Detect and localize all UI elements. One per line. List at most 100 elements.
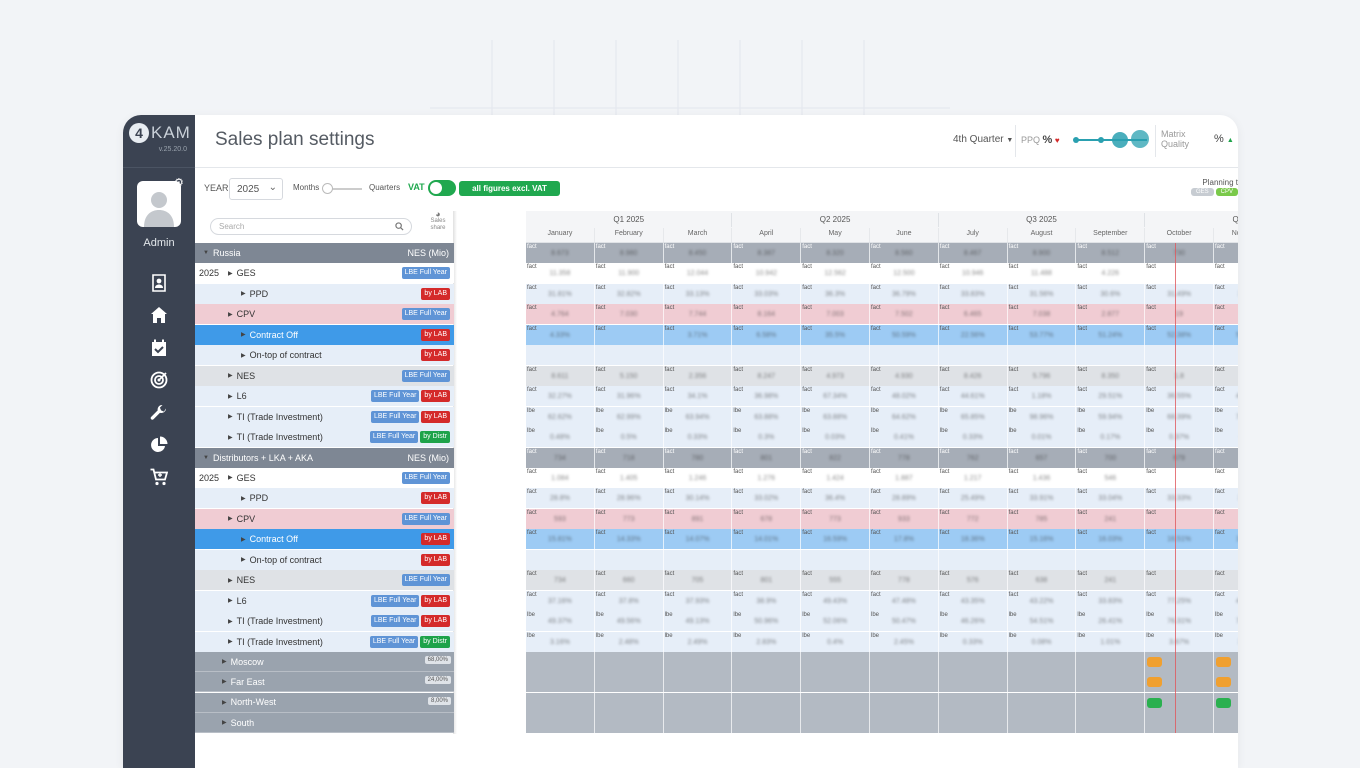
- data-cell[interactable]: lbe 0.41%: [870, 427, 939, 448]
- data-cell[interactable]: [1007, 713, 1077, 734]
- data-cell[interactable]: [801, 652, 870, 672]
- row-label[interactable]: ▶ South: [195, 713, 454, 734]
- data-cell[interactable]: fact 679: [1145, 447, 1214, 468]
- data-cell[interactable]: fact 778: [870, 570, 939, 591]
- month-header-cell[interactable]: September: [1076, 228, 1146, 242]
- data-cell[interactable]: fact 1.084: [526, 467, 595, 488]
- data-cell[interactable]: lbe 50.96%: [732, 611, 802, 632]
- lbe-tag[interactable]: LBE Full Year: [371, 615, 420, 628]
- data-cell[interactable]: [801, 672, 870, 693]
- distr-tag[interactable]: by Distr: [420, 431, 450, 444]
- data-cell[interactable]: [1007, 345, 1077, 366]
- caret-right-icon[interactable]: ▶: [241, 291, 246, 298]
- data-cell[interactable]: fact 7.502: [870, 304, 939, 325]
- data-cell[interactable]: fact 30.6%: [1076, 283, 1146, 304]
- data-cell[interactable]: lbe 0.3%: [732, 427, 802, 448]
- contacts-icon[interactable]: [149, 273, 169, 293]
- distr-tag[interactable]: by Distr: [420, 635, 450, 648]
- data-cell[interactable]: [732, 713, 802, 734]
- caret-right-icon[interactable]: ▶: [228, 475, 233, 482]
- row-label[interactable]: ▶ PPD by LAB: [195, 283, 454, 304]
- lbe-tag[interactable]: LBE Full Year: [371, 410, 420, 423]
- data-cell[interactable]: fact 11.900: [594, 263, 664, 284]
- ppq-slider-track[interactable]: [1075, 139, 1147, 141]
- data-cell[interactable]: fact 8.512: [1076, 243, 1146, 263]
- data-cell[interactable]: lbe 1.01%: [1076, 631, 1146, 652]
- data-cell[interactable]: fact 7.744: [663, 304, 733, 325]
- data-cell[interactable]: [1076, 652, 1146, 672]
- data-cell[interactable]: [1007, 672, 1077, 693]
- data-cell[interactable]: lbe 0.4%: [801, 631, 870, 652]
- caret-right-icon[interactable]: ▶: [222, 720, 227, 727]
- data-cell[interactable]: fact 1.246: [663, 467, 733, 488]
- data-cell[interactable]: fact 12.044: [663, 263, 733, 284]
- data-cell[interactable]: [526, 345, 595, 366]
- data-cell[interactable]: lbe 0.37%: [1145, 427, 1214, 448]
- data-cell[interactable]: fact 1.18%: [1007, 386, 1077, 407]
- data-cell[interactable]: fact 33.04%: [1076, 488, 1146, 509]
- data-cell[interactable]: fact 44.61%: [938, 386, 1008, 407]
- data-cell[interactable]: [594, 672, 664, 693]
- row-label[interactable]: ▶ On-top of contract by LAB: [195, 345, 454, 366]
- data-cell[interactable]: fact 33.13%: [663, 283, 733, 304]
- data-cell[interactable]: fact 31.49%: [1145, 283, 1214, 304]
- sales-share-header[interactable]: ◕ Sales share: [422, 210, 454, 232]
- section-row[interactable]: ▼ Russia NES (Mio) fact 8.673 fact 8.980 fact 8.…: [195, 243, 1238, 263]
- lab-tag[interactable]: by LAB: [421, 328, 450, 341]
- data-cell[interactable]: fact 28.96%: [594, 488, 664, 509]
- data-cell[interactable]: fact 36.55%: [1145, 386, 1214, 407]
- year-select[interactable]: 2025 ⌄: [229, 178, 283, 200]
- data-cell[interactable]: fact 4.973: [801, 365, 870, 386]
- data-cell[interactable]: fact 8.164: [732, 304, 802, 325]
- data-cell[interactable]: lbe78.34%: [1214, 611, 1238, 632]
- data-cell[interactable]: lbe 62.62%: [526, 406, 595, 427]
- data-cell[interactable]: fact 37.93%: [663, 590, 733, 611]
- data-cell[interactable]: fact 28.89%: [870, 488, 939, 509]
- data-cell[interactable]: [594, 692, 664, 713]
- ppq-indicator[interactable]: PPQ % ♥: [1021, 134, 1060, 146]
- data-cell[interactable]: lbe 0.17%: [1076, 427, 1146, 448]
- table-row[interactable]: ▶ TI (Trade Investment) LBE Full Year by Di…: [195, 427, 1238, 448]
- data-cell[interactable]: fact 17.8%: [870, 529, 939, 550]
- data-cell[interactable]: fact 7.030: [594, 304, 664, 325]
- caret-right-icon[interactable]: ▶: [228, 577, 233, 584]
- data-cell[interactable]: lbe 59.94%: [1076, 406, 1146, 427]
- data-cell[interactable]: fact 15.16%: [1007, 529, 1077, 550]
- month-header-cell[interactable]: January: [526, 228, 595, 242]
- data-cell[interactable]: [938, 549, 1008, 570]
- caret-right-icon[interactable]: ▶: [241, 332, 246, 339]
- data-cell[interactable]: lbe 76.31%: [1145, 611, 1214, 632]
- data-cell[interactable]: fact: [1214, 467, 1238, 488]
- data-cell[interactable]: fact 734: [526, 570, 595, 591]
- data-cell[interactable]: fact 8.387: [732, 243, 802, 263]
- data-cell[interactable]: [801, 549, 870, 570]
- data-cell[interactable]: lbe 49.56%: [594, 611, 664, 632]
- data-cell[interactable]: fact 3.71%: [663, 324, 733, 345]
- data-cell[interactable]: fact 67.34%: [801, 386, 870, 407]
- data-cell[interactable]: [1145, 345, 1214, 366]
- data-cell[interactable]: fact 6.58%: [732, 324, 802, 345]
- lbe-tag[interactable]: LBE Full Year: [401, 267, 450, 280]
- lbe-tag[interactable]: LBE Full Year: [371, 594, 420, 607]
- table-row[interactable]: ▶ NES LBE Full Year fact 8.611 fact 5.150 fact 2…: [195, 365, 1238, 386]
- data-cell[interactable]: fact 10.946: [938, 263, 1008, 284]
- row-label[interactable]: 2025 ▶ GES LBE Full Year: [195, 467, 454, 488]
- data-cell[interactable]: fact 1.276: [732, 467, 802, 488]
- caret-right-icon[interactable]: ▶: [228, 414, 233, 421]
- months-quarters-knob[interactable]: [322, 183, 333, 194]
- data-cell[interactable]: fact 12.562: [801, 263, 870, 284]
- lab-tag[interactable]: by LAB: [421, 615, 450, 628]
- data-cell[interactable]: [732, 345, 802, 366]
- data-cell[interactable]: fact 47.48%: [870, 590, 939, 611]
- table-row[interactable]: ▶ PPD by LAB fact 28.8% fact 28.96% fact 30.14% f…: [195, 488, 1238, 509]
- lab-tag[interactable]: by LAB: [421, 410, 450, 423]
- data-cell[interactable]: [594, 345, 664, 366]
- region-row[interactable]: ▶ North-West 8,00%: [195, 692, 1238, 713]
- row-label[interactable]: ▶ L6 LBE Full Year by LAB: [195, 590, 454, 611]
- data-cell[interactable]: [1076, 713, 1146, 734]
- data-cell[interactable]: [801, 713, 870, 734]
- data-cell[interactable]: [801, 345, 870, 366]
- data-cell[interactable]: lbe 63.88%: [732, 406, 802, 427]
- caret-right-icon[interactable]: ▶: [228, 618, 233, 625]
